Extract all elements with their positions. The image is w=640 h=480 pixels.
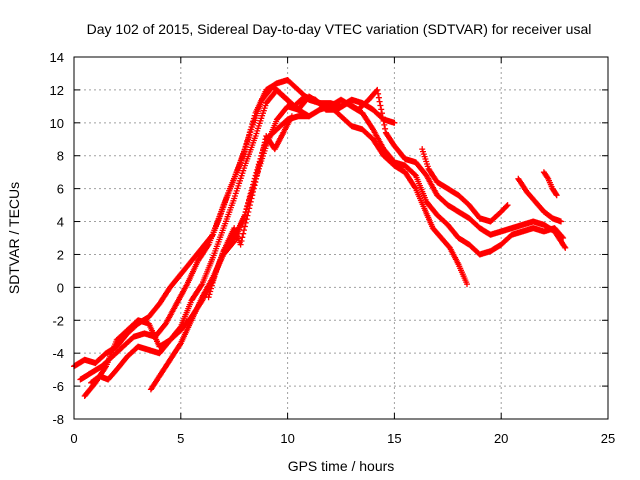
x-tick-label: 5 — [177, 431, 184, 446]
y-tick-label: 0 — [57, 280, 64, 295]
series-markers — [147, 93, 398, 393]
x-tick-label: 10 — [280, 431, 294, 446]
y-tick-label: 12 — [50, 83, 64, 98]
y-tick-label: -8 — [52, 412, 64, 427]
plot-frame — [73, 56, 609, 420]
y-tick-label: 8 — [57, 149, 64, 164]
series-markers — [419, 146, 511, 225]
x-tick-label: 0 — [70, 431, 77, 446]
y-tick-label: -4 — [52, 346, 64, 361]
y-tick-label: 10 — [50, 116, 64, 131]
data-series — [71, 77, 569, 399]
y-tick-label: -6 — [52, 379, 64, 394]
x-tick-label: 25 — [601, 431, 615, 446]
series-track-2 — [77, 83, 569, 383]
series-markers — [205, 113, 295, 301]
chart-title: Day 102 of 2015, Sidereal Day-to-day VTE… — [87, 21, 592, 37]
x-tick-label: 20 — [494, 431, 508, 446]
series-markers — [540, 169, 560, 199]
y-tick-label: 14 — [50, 50, 64, 65]
series-track-7 — [419, 146, 511, 225]
series-track-4 — [147, 93, 398, 393]
series-markers — [77, 83, 569, 383]
series-track-9 — [540, 169, 560, 199]
y-tick-label: 4 — [57, 215, 64, 230]
y-axis-label: SDTVAR / TECUs — [6, 182, 22, 294]
y-tick-label: -2 — [52, 313, 64, 328]
x-axis-label: GPS time / hours — [288, 458, 395, 474]
y-tick-label: 6 — [57, 182, 64, 197]
series-markers — [515, 175, 564, 225]
x-tick-label: 15 — [387, 431, 401, 446]
grid — [74, 57, 608, 419]
series-track-6 — [205, 113, 295, 301]
series-track-8 — [515, 175, 564, 225]
y-tick-label: 2 — [57, 247, 64, 262]
